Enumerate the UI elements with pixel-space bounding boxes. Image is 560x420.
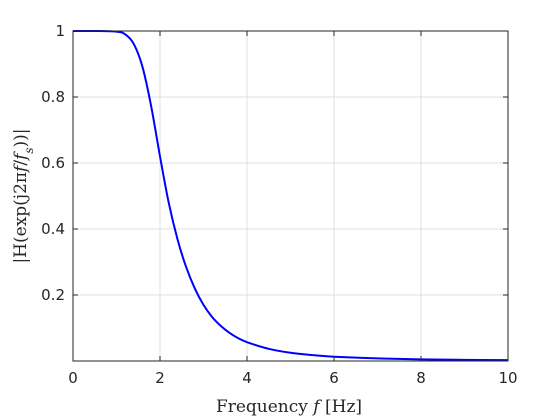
x-tick-label: 8 bbox=[416, 369, 426, 387]
y-tick-label: 1 bbox=[55, 22, 65, 40]
x-tick-label: 0 bbox=[68, 369, 78, 387]
y-tick-label: 0.2 bbox=[41, 286, 65, 304]
y-axis-label: |H(exp(j2πf/fs))| bbox=[11, 128, 36, 263]
y-tick-label: 0.8 bbox=[41, 88, 65, 106]
x-tick-label: 4 bbox=[242, 369, 252, 387]
grid bbox=[73, 31, 508, 361]
axes-box bbox=[72, 30, 509, 362]
plot-area bbox=[73, 30, 509, 362]
x-tick-label: 10 bbox=[498, 369, 517, 387]
series-line bbox=[73, 30, 509, 362]
x-tick-label: 6 bbox=[329, 369, 339, 387]
y-tick-labels: 0.2 0.4 0.6 0.8 1 bbox=[41, 22, 65, 304]
x-tick-labels: 0 2 4 6 8 10 bbox=[68, 369, 517, 387]
axes bbox=[72, 30, 509, 362]
x-axis-label: Frequency f [Hz] bbox=[216, 397, 362, 417]
y-tick-label: 0.6 bbox=[41, 154, 65, 172]
y-tick-label: 0.4 bbox=[41, 220, 65, 238]
x-tick-label: 2 bbox=[155, 369, 165, 387]
